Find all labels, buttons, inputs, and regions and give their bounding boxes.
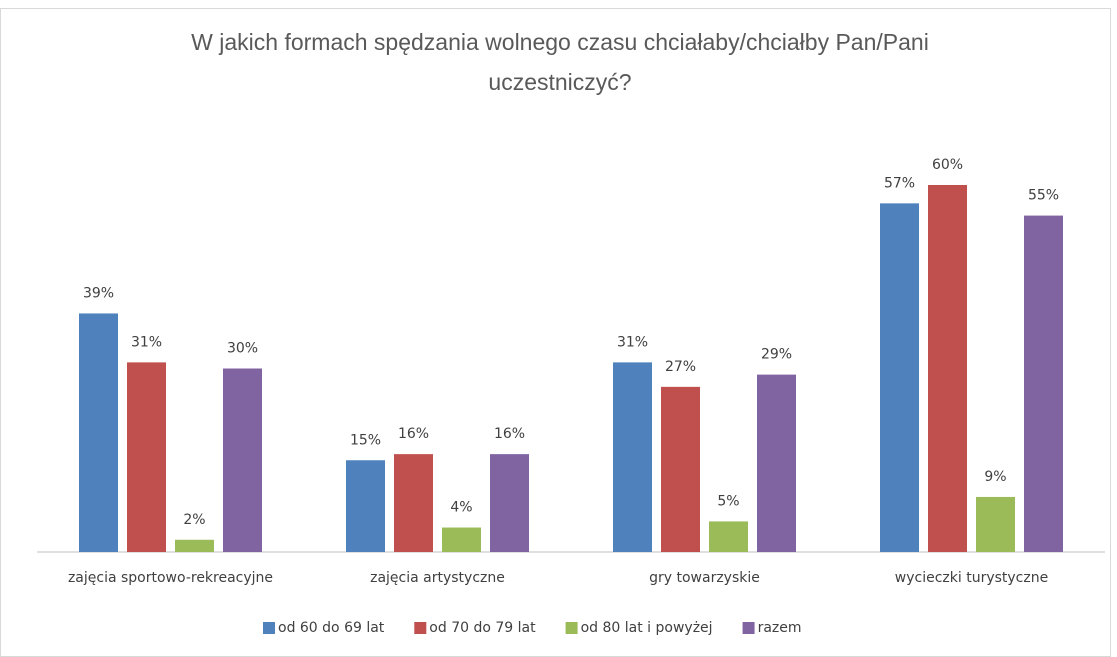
legend-label: od 80 lat i powyżej	[581, 620, 713, 636]
chart-title: W jakich formach spędzania wolnego czasu…	[191, 29, 929, 95]
data-label: 15%	[350, 432, 381, 448]
bar	[175, 539, 214, 552]
bar	[127, 362, 166, 552]
data-label: 55%	[1028, 188, 1059, 204]
bar	[442, 527, 481, 552]
data-label: 39%	[83, 285, 114, 301]
legend-label: od 70 do 79 lat	[429, 620, 536, 636]
legend-swatch	[263, 622, 275, 634]
bar	[976, 496, 1015, 552]
bar	[490, 454, 529, 552]
x-tick-label: wycieczki turystyczne	[895, 570, 1048, 586]
data-label: 31%	[131, 334, 162, 350]
legend-swatch	[414, 622, 427, 634]
data-label: 5%	[717, 493, 739, 509]
x-tick-label: zajęcia sportowo-rekreacyjne	[68, 570, 273, 586]
data-label: 4%	[450, 500, 472, 516]
legend-label: od 60 do 69 lat	[278, 620, 385, 636]
legend-label: razem	[758, 620, 802, 636]
data-label: 27%	[665, 359, 696, 375]
legend-swatch	[742, 622, 755, 634]
data-label: 16%	[398, 426, 429, 442]
bar	[613, 362, 652, 552]
data-label: 9%	[984, 469, 1006, 485]
data-label: 29%	[761, 347, 792, 363]
x-tick-label: zajęcia artystyczne	[370, 570, 505, 586]
data-label: 31%	[617, 334, 648, 350]
bar	[928, 185, 967, 552]
x-tick-label: gry towarzyskie	[649, 570, 760, 586]
bar	[223, 368, 262, 552]
bar	[757, 374, 796, 552]
data-label: 16%	[494, 426, 525, 442]
data-label: 30%	[227, 341, 258, 357]
bar	[346, 460, 385, 552]
bar	[79, 313, 118, 552]
bar	[880, 203, 919, 552]
bar	[661, 386, 700, 552]
data-label: 57%	[884, 175, 915, 191]
data-label: 60%	[932, 157, 963, 173]
bar	[1024, 215, 1063, 553]
data-label: 2%	[183, 512, 205, 528]
legend-swatch	[565, 622, 578, 634]
bar	[709, 521, 748, 552]
bar	[394, 454, 433, 552]
